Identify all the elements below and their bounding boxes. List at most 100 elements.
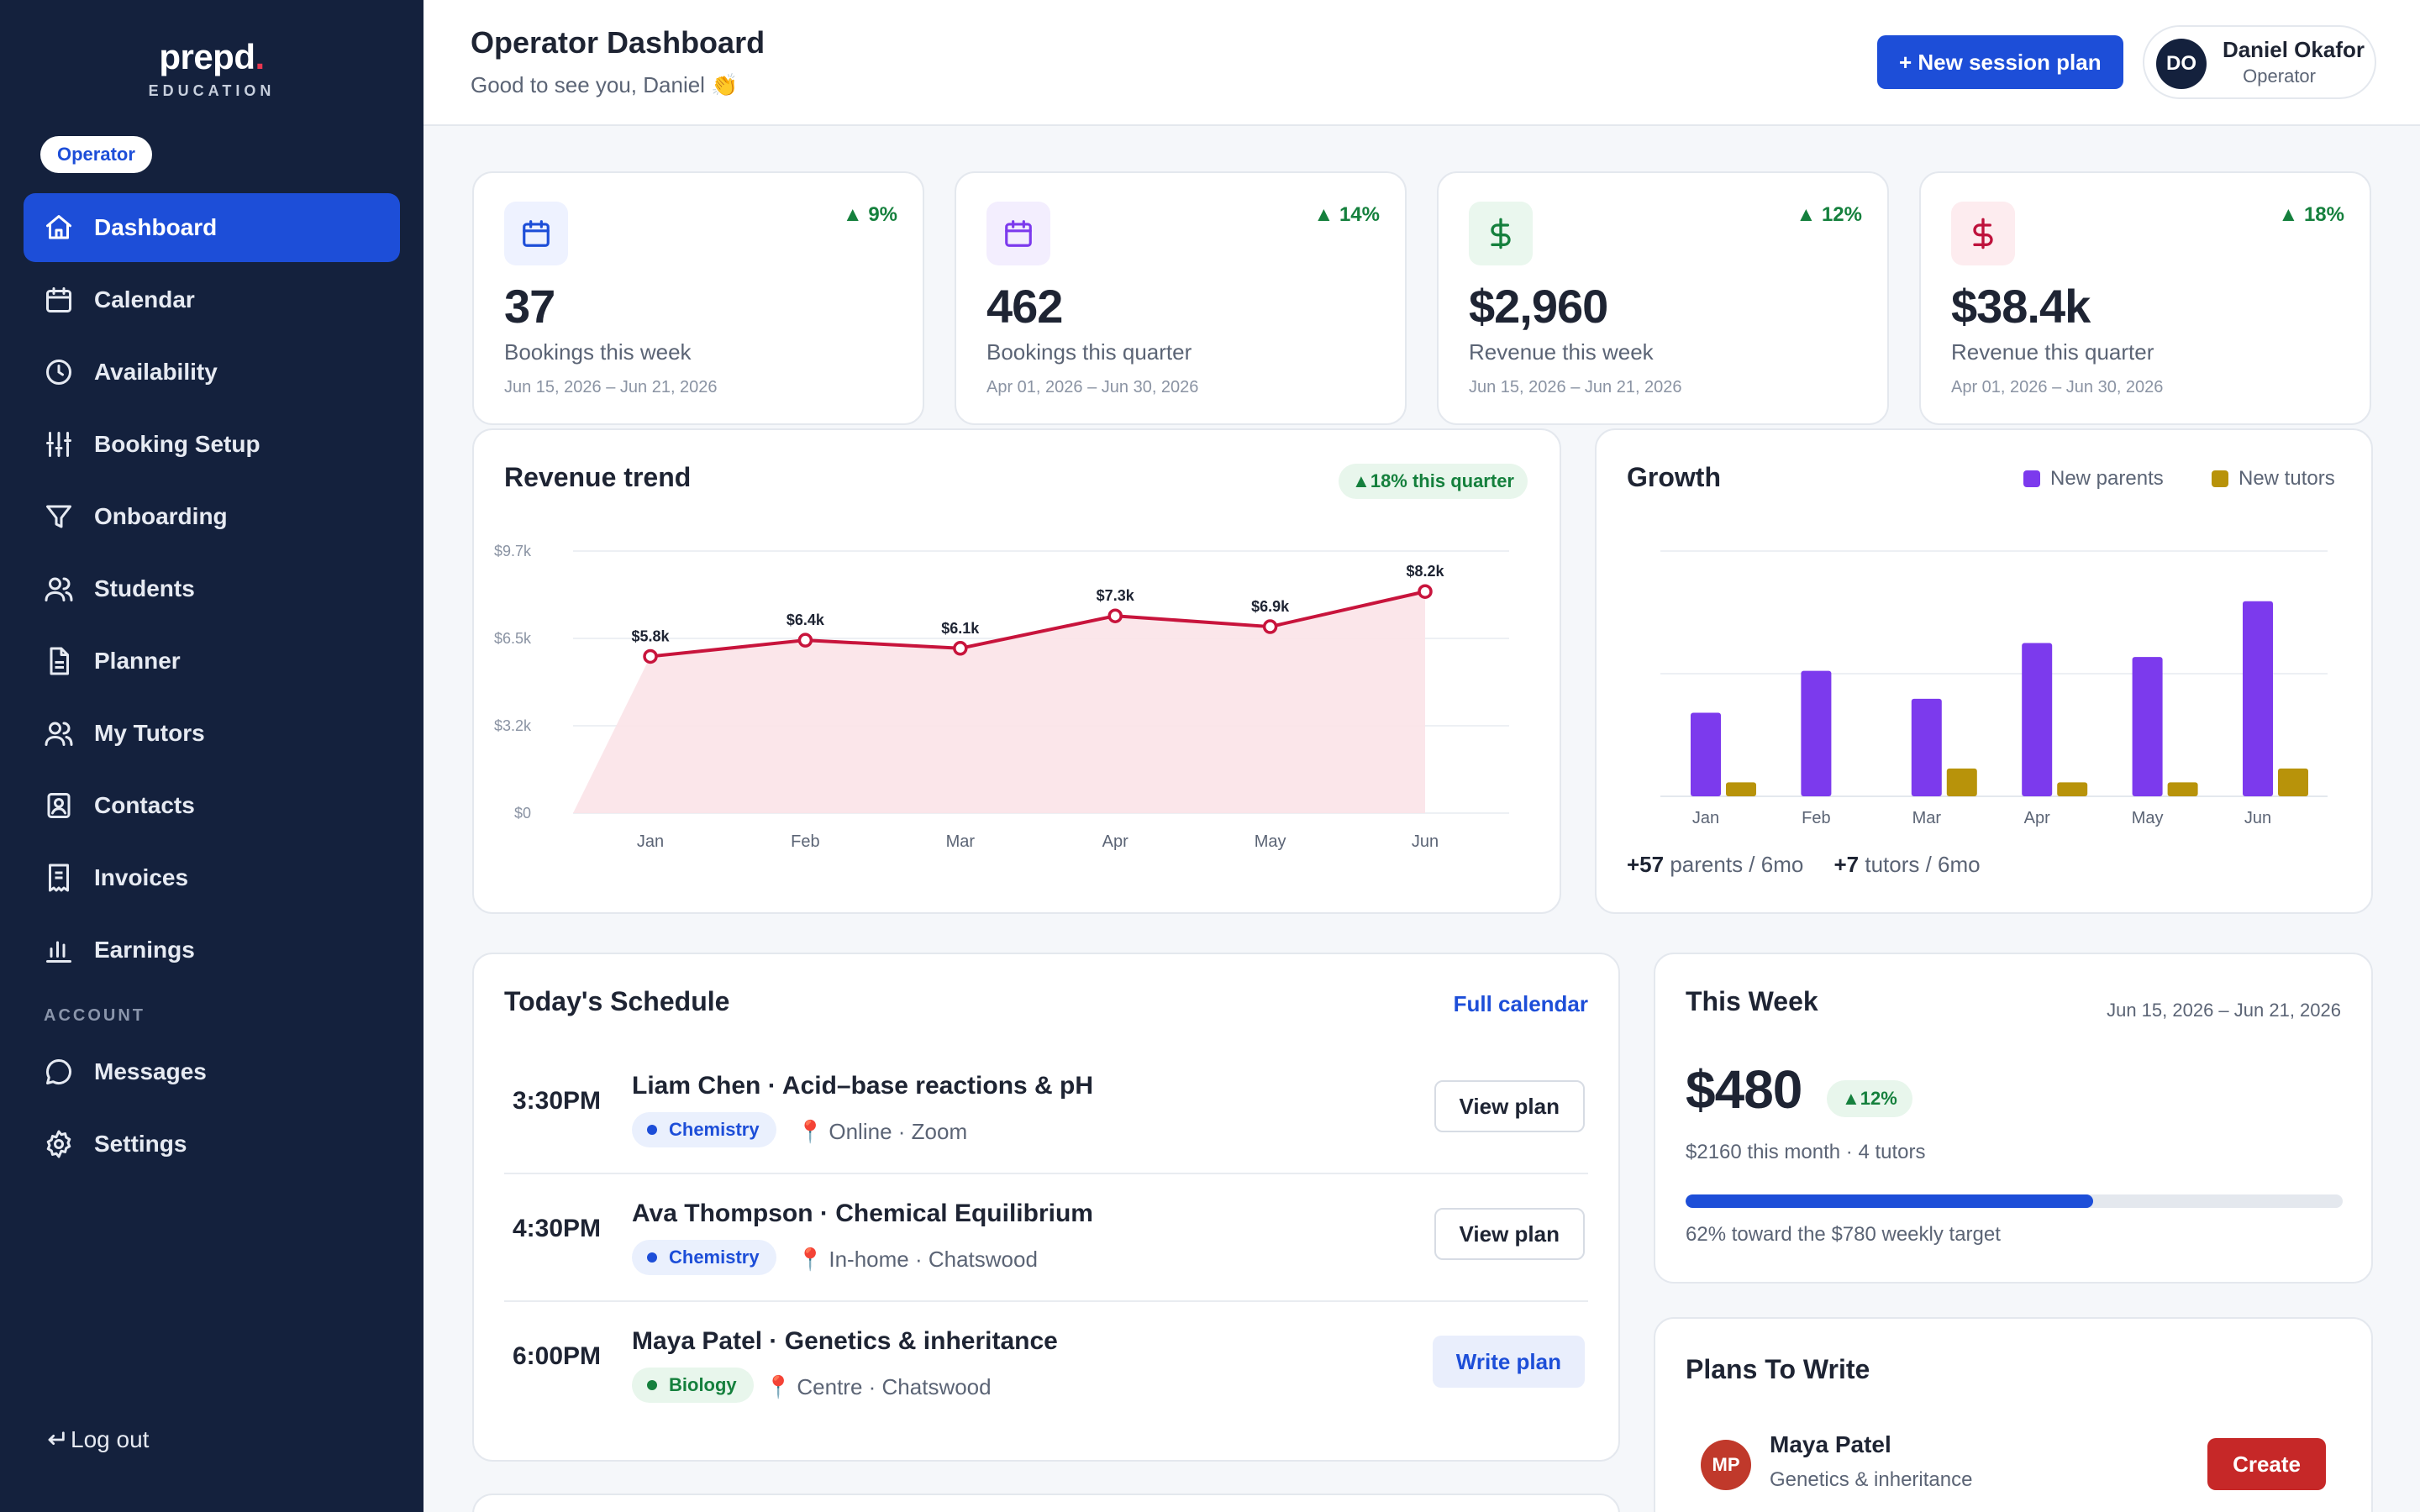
x-tick-label: Apr <box>1102 832 1128 851</box>
role-badge: Operator <box>40 136 152 173</box>
page-title: Operator Dashboard <box>471 25 765 60</box>
dollar-icon <box>1973 218 1993 249</box>
sidebar-item-label: Calendar <box>94 286 195 312</box>
sidebar-item-availability[interactable]: Availability <box>24 338 400 407</box>
bar-chart-icon <box>46 941 71 963</box>
sidebar-item-label: Invoices <box>94 864 189 890</box>
up-triangle-icon: ▲ <box>1796 203 1822 226</box>
schedule-row: 6:00PM Maya Patel · Genetics & inheritan… <box>504 1302 1588 1430</box>
location-pin-icon: 📍 <box>765 1374 792 1399</box>
view-plan-button[interactable]: View plan <box>1434 1080 1585 1132</box>
sidebar-item-calendar[interactable]: Calendar <box>24 265 400 334</box>
card-title: Revenue trend <box>504 462 692 492</box>
sidebar-item-my-tutors[interactable]: My Tutors <box>24 699 400 768</box>
up-triangle-icon: ▲ <box>1842 1088 1860 1109</box>
stat-card-bookings-week: ▲ 9% 37 Bookings this week Jun 15, 2026 … <box>472 171 924 425</box>
week-range: Jun 15, 2026 – Jun 21, 2026 <box>2107 1000 2341 1021</box>
contact-card-icon <box>47 793 71 818</box>
revenue-line <box>650 590 1426 659</box>
sidebar-item-planner[interactable]: Planner <box>24 627 400 696</box>
sidebar-item-settings[interactable]: Settings <box>24 1110 400 1179</box>
growth-card: Growth New parents New tutors Jan Feb Mar A… <box>1595 428 2373 914</box>
sidebar-item-label: My Tutors <box>94 720 205 746</box>
tutors-delta: +7 <box>1833 852 1860 877</box>
data-point <box>1107 608 1123 623</box>
account-heading: ACCOUNT <box>44 1006 145 1025</box>
week-amount: $480 <box>1686 1059 1802 1120</box>
student-name: Maya Patel <box>1770 1431 1891 1457</box>
data-label: $8.2k <box>1406 563 1444 580</box>
calendar-icon <box>523 220 550 247</box>
subject-badge: Biology <box>632 1368 754 1403</box>
session-title: Maya Patel · Genetics & inheritance <box>632 1327 1058 1355</box>
sidebar-item-label: Booking Setup <box>94 431 260 457</box>
full-calendar-link[interactable]: Full calendar <box>1453 991 1588 1016</box>
data-label: $5.8k <box>631 627 670 644</box>
week-delta: ▲ 12% <box>1827 1080 1912 1117</box>
write-plan-button[interactable]: Write plan <box>1432 1336 1585 1388</box>
stat-delta-value: 14% <box>1339 203 1380 226</box>
greeting-text: Good to see you, Daniel 👏 <box>471 72 739 97</box>
session-location: 📍 Centre · Chatswood <box>765 1374 992 1400</box>
logout-label: Log out <box>71 1426 150 1452</box>
logout-button[interactable]: Log out <box>44 1426 149 1453</box>
data-label: $6.4k <box>786 612 825 628</box>
location-label: Centre · Chatswood <box>797 1374 992 1399</box>
home-icon <box>46 215 71 239</box>
sidebar-item-contacts[interactable]: Contacts <box>24 771 400 840</box>
create-plan-button[interactable]: Create <box>2207 1438 2326 1490</box>
sidebar-item-onboarding[interactable]: Onboarding <box>24 482 400 551</box>
up-triangle-icon: ▲ <box>1313 203 1339 226</box>
sidebar-item-dashboard[interactable]: Dashboard <box>24 193 400 262</box>
stat-label: Bookings this quarter <box>986 339 1192 365</box>
plan-topic: Genetics & inheritance <box>1770 1468 1973 1491</box>
filter-icon <box>46 505 71 528</box>
subject-badge: Chemistry <box>632 1240 776 1275</box>
stat-value: 462 <box>986 280 1063 333</box>
users-icon <box>45 722 73 746</box>
calendar-icon <box>46 287 71 312</box>
x-tick-label: Apr <box>2024 809 2050 827</box>
stat-icon-box <box>1951 202 2015 265</box>
sidebar-item-messages[interactable]: Messages <box>24 1037 400 1106</box>
session-time: 6:00PM <box>513 1342 602 1370</box>
schedule-row: 4:30PM Ava Thompson · Chemical Equilibri… <box>504 1174 1588 1302</box>
stat-label: Revenue this quarter <box>1951 339 2154 365</box>
sidebar-item-label: Planner <box>94 648 181 674</box>
up-triangle-icon: ▲ <box>1352 470 1370 491</box>
stat-icon-box <box>504 202 568 265</box>
legend-swatch <box>2023 470 2040 487</box>
data-label: $6.1k <box>941 620 980 637</box>
sidebar-item-earnings[interactable]: Earnings <box>24 916 400 984</box>
y-tick-label: $3.2k <box>494 717 532 734</box>
plans-to-write-card: Plans To Write MP Maya Patel Genetics & … <box>1654 1317 2373 1512</box>
y-tick-label: $6.5k <box>494 630 532 647</box>
brand-dot: . <box>255 37 266 76</box>
new-session-plan-button[interactable]: + New session plan <box>1877 35 2123 89</box>
view-plan-button[interactable]: View plan <box>1434 1208 1585 1260</box>
up-triangle-icon: ▲ <box>842 203 869 226</box>
sidebar-nav: Dashboard Calendar Availability Booking … <box>24 193 400 1182</box>
data-label: $7.3k <box>1097 587 1135 604</box>
sidebar-item-students[interactable]: Students <box>24 554 400 623</box>
x-tick-label: May <box>2132 809 2164 827</box>
this-week-card: This Week Jun 15, 2026 – Jun 21, 2026 $4… <box>1654 953 2373 1284</box>
bar-new-parents <box>1801 670 1832 796</box>
users-icon <box>45 577 73 601</box>
sidebar-item-invoices[interactable]: Invoices <box>24 843 400 912</box>
receipt-icon <box>49 864 69 892</box>
card-title: Plans To Write <box>1686 1354 1870 1384</box>
y-tick-label: $9.7k <box>494 543 532 559</box>
brand-logo[interactable]: prepd. EDUCATION <box>0 37 424 100</box>
week-subtext: $2160 this month · 4 tutors <box>1686 1141 1926 1163</box>
stat-label: Revenue this week <box>1469 339 1654 365</box>
parents-text: parents / 6mo <box>1670 852 1804 877</box>
bar-new-parents <box>1691 712 1721 796</box>
x-tick-label: Feb <box>791 832 819 851</box>
sidebar-item-booking-setup[interactable]: Booking Setup <box>24 410 400 479</box>
bar-new-tutors <box>1946 768 1977 796</box>
stat-value: $38.4k <box>1951 280 2091 333</box>
data-point <box>643 648 658 664</box>
sidebar-item-label: Messages <box>94 1058 207 1084</box>
user-menu[interactable]: DO Daniel Okafor Operator <box>2143 25 2376 99</box>
